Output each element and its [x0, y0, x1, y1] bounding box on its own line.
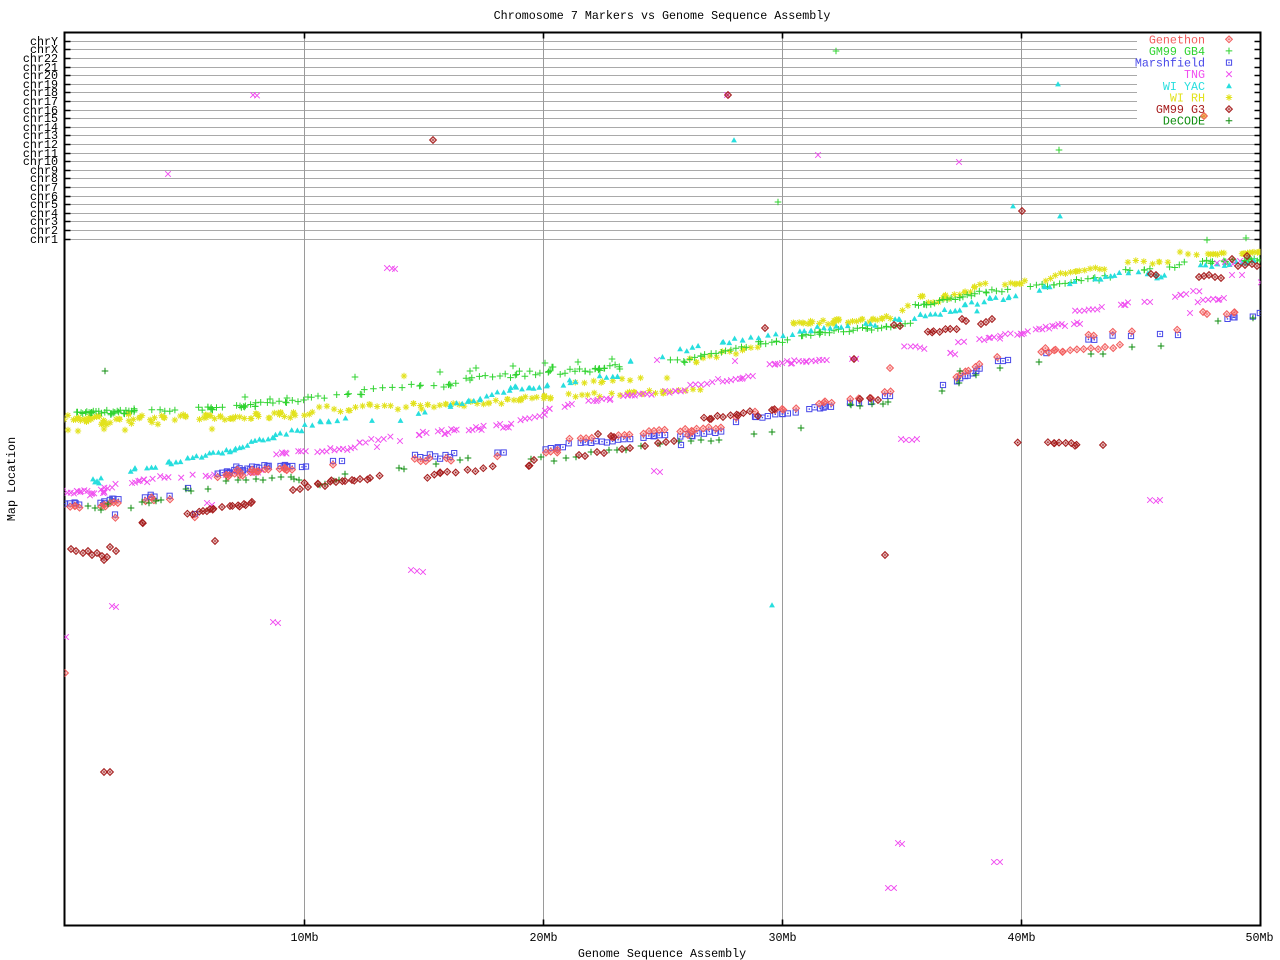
svg-text:40Mb: 40Mb [1007, 931, 1035, 945]
svg-text:chr22: chr22 [23, 52, 58, 66]
svg-text:Genethon: Genethon [1149, 33, 1205, 47]
svg-text:GM99 G3: GM99 G3 [1156, 103, 1205, 117]
svg-text:chr6: chr6 [30, 190, 58, 204]
svg-text:chr21: chr21 [23, 61, 58, 75]
svg-text:20Mb: 20Mb [529, 931, 557, 945]
svg-text:chr2: chr2 [30, 224, 58, 238]
svg-text:DeCODE: DeCODE [1163, 115, 1205, 129]
svg-text:chr12: chr12 [23, 138, 58, 152]
svg-text:chr1: chr1 [30, 233, 58, 247]
svg-text:30Mb: 30Mb [768, 931, 796, 945]
svg-text:chr17: chr17 [23, 95, 58, 109]
svg-text:chr13: chr13 [23, 129, 58, 143]
svg-text:chr20: chr20 [23, 69, 58, 83]
svg-text:chr8: chr8 [30, 172, 58, 186]
svg-text:chr4: chr4 [30, 207, 58, 221]
svg-text:chr10: chr10 [23, 155, 58, 169]
svg-text:50Mb: 50Mb [1245, 931, 1273, 945]
svg-text:GM99 GB4: GM99 GB4 [1149, 45, 1205, 59]
svg-text:chr19: chr19 [23, 78, 58, 92]
svg-text:TNG: TNG [1184, 68, 1205, 82]
svg-text:chr18: chr18 [23, 86, 58, 100]
svg-text:WI YAC: WI YAC [1163, 80, 1205, 94]
svg-text:chr14: chr14 [23, 121, 58, 135]
svg-text:Marshfield: Marshfield [1135, 57, 1205, 71]
svg-text:chrY: chrY [30, 35, 58, 49]
svg-text:Genome Sequence Assembly: Genome Sequence Assembly [578, 947, 746, 960]
svg-text:WI RH: WI RH [1170, 92, 1205, 106]
svg-text:chr15: chr15 [23, 112, 58, 126]
svg-text:10Mb: 10Mb [290, 931, 318, 945]
svg-text:chr16: chr16 [23, 104, 58, 118]
svg-text:chrX: chrX [30, 43, 58, 57]
svg-text:chr7: chr7 [30, 181, 58, 195]
svg-text:Map Location: Map Location [5, 437, 19, 521]
svg-text:chr9: chr9 [30, 164, 58, 178]
svg-text:chr5: chr5 [30, 198, 58, 212]
svg-text:chr3: chr3 [30, 215, 58, 229]
svg-text:chr11: chr11 [23, 147, 58, 161]
svg-text:Chromosome 7 Markers vs Genome: Chromosome 7 Markers vs Genome Sequence … [494, 9, 831, 23]
